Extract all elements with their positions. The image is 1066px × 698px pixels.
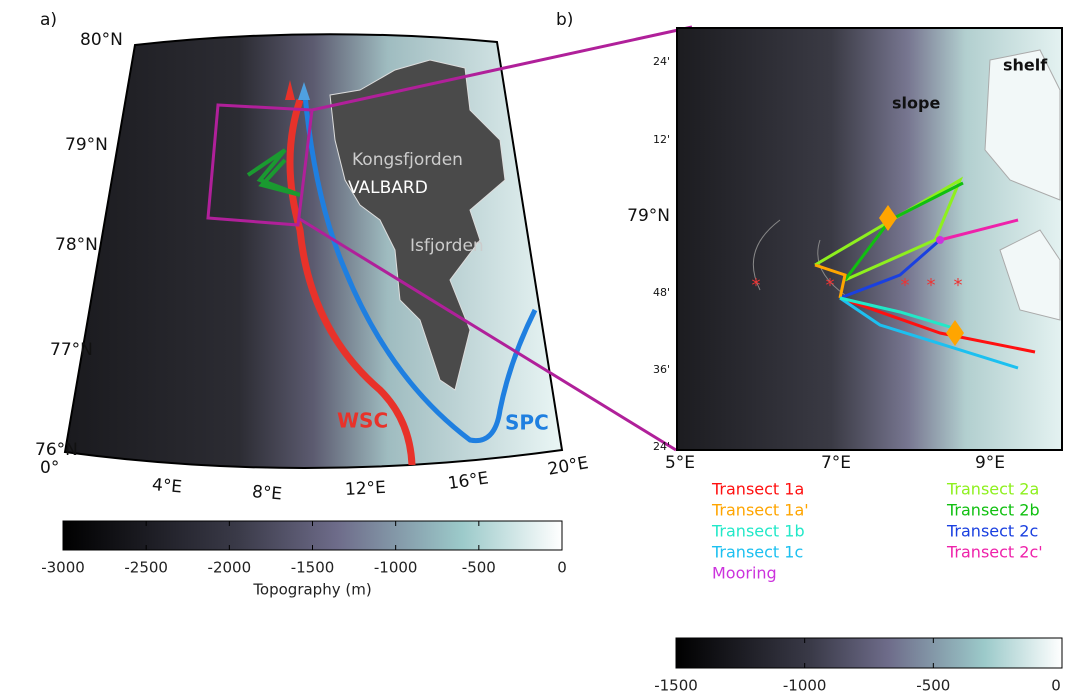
colorbar-tick-label: -1000 [783,677,827,695]
lon-label: 7°E [821,453,851,473]
station: * [954,275,963,296]
lat-label: 79°N [627,206,670,226]
mooring [936,236,944,244]
lat-label: 12' [653,133,670,146]
mooring [879,205,964,346]
lon-label: 8°E [251,482,283,505]
contour [752,219,846,296]
land [984,49,1061,321]
transect-1b [839,296,961,332]
current-label: SPC [505,411,549,435]
zoom-line [311,25,693,112]
transect-1c [839,296,1019,370]
region-label: shelf [1003,56,1048,75]
transect-2c-prime [939,218,1019,242]
lat-label: 24' [653,440,670,453]
lat-label: 77°N [50,340,93,360]
legend-entry: Mooring [712,564,777,583]
lat-label: 48' [653,286,670,299]
lon-label: 0° [40,458,59,478]
transect-1a [839,296,1036,354]
lat-label: 76°N [35,440,78,460]
lat-label: 80°N [80,30,123,50]
legend-entry: Transect 1a [711,480,804,499]
lat-label: 24' [653,55,670,68]
station: * [901,275,910,296]
stations: * * * * * [752,275,963,296]
colorbar-tick-label: -2500 [124,559,168,577]
panel-label: a) [40,10,57,30]
lon-label: 20°E [546,453,590,480]
colorbar-tick-label: 0 [1051,677,1061,695]
place-label: Kongsfjorden [352,150,463,170]
colorbar-tick-label: 0 [557,559,567,577]
lat-label: 79°N [65,135,108,155]
lat-label: 78°N [55,235,98,255]
zoom-box [206,103,314,227]
transect-2c [839,238,941,300]
legend-entry: Transect 1a' [711,501,809,520]
station: * [927,275,936,296]
colorbar-tick-label: -2000 [208,559,252,577]
lon-label: 16°E [447,468,490,493]
transect-1a-prime [814,263,847,299]
land [329,59,506,391]
lon-label: 9°E [975,453,1005,473]
region-label: slope [892,94,940,113]
colorbar [675,637,1063,669]
panel-label: b) [556,10,573,30]
legend-entry: Transect 2a [946,480,1039,499]
colorbar-tick-label: -500 [916,677,950,695]
arrow [285,80,295,100]
legend-entry: Transect 1b [711,522,805,541]
lon-label: 4°E [151,475,183,498]
colorbar-tick-label: -1500 [654,677,698,695]
station: * [826,275,835,296]
lon-label: 12°E [344,478,386,500]
current-label: WSC [337,409,388,433]
colorbar-tick-label: -500 [462,559,496,577]
wsc-current [286,98,416,466]
colorbar-tick-label: -1000 [374,559,418,577]
place-label: VALBARD [348,178,428,198]
map-a [63,33,564,470]
arrow [298,82,310,100]
transects [246,148,301,197]
colorbar-label: Topography (m) [252,581,371,599]
legend-entry: Transect 1c [711,543,803,562]
zoom-line [297,216,677,452]
legend-entry: Transect 2b [946,501,1040,520]
legend-entry: Transect 2c' [946,543,1043,562]
lat-label: 36' [653,363,670,376]
legend-entry: Transect 2c [946,522,1038,541]
station: * [752,275,761,296]
spc-current [302,94,538,444]
lon-label: 5°E [665,453,695,473]
place-label: Isfjorden [410,236,484,256]
colorbar-tick-label: -3000 [41,559,85,577]
labels: a) b) 80°N 79°N 78°N 77°N 76°N0° 4°E 8°E 12°E 16°E… [35,10,1063,695]
colorbar-tick-label: -1500 [291,559,335,577]
